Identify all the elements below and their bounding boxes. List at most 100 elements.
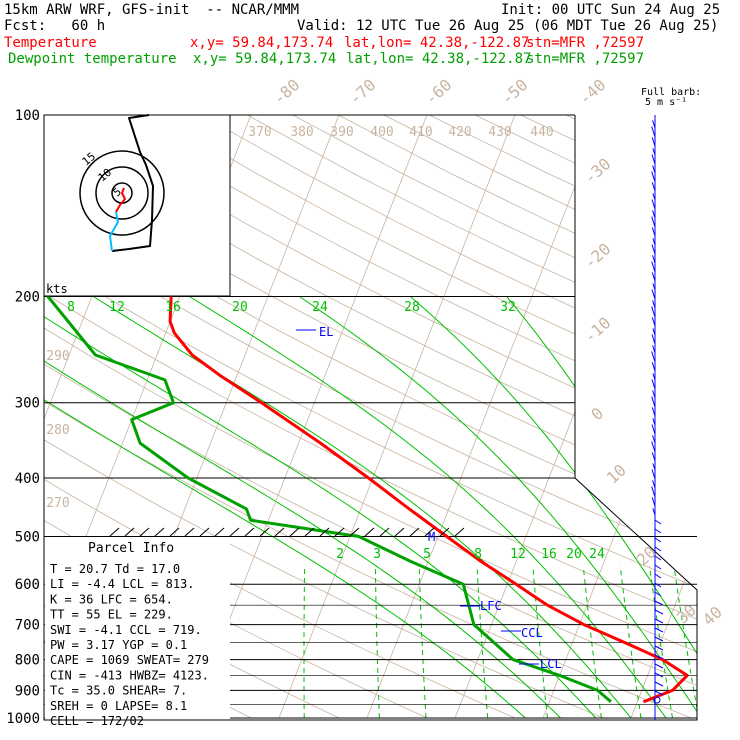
hatch-mark [304, 527, 315, 537]
wind-barb [651, 379, 656, 390]
isotherm-label: -10 [580, 313, 614, 346]
temperature-latlon: lat,lon= 42.38,-122.87 [344, 35, 530, 51]
wind-barb [651, 441, 656, 453]
wind-barb [651, 126, 656, 138]
isotherm-line [719, 115, 740, 718]
hatch-mark [244, 527, 255, 537]
hatch-mark [214, 527, 225, 537]
wind-barb [651, 216, 656, 228]
mixing-ratio-label: 3 [373, 547, 381, 562]
wind-barb [652, 463, 656, 471]
mixing-ratio-line [374, 566, 380, 719]
wind-barb [651, 317, 656, 327]
isotherm-label: -40 [575, 75, 609, 108]
theta-label: 400 [370, 125, 393, 140]
wind-barb [651, 424, 656, 435]
isotherm-label: 30 [673, 600, 700, 627]
parcel-info-row: PW = 3.17 YGP = 0.1 [50, 638, 187, 652]
isotherm-label: -60 [421, 75, 455, 108]
hatch-mark [274, 527, 285, 537]
mixing-ratio-line [303, 566, 306, 718]
wind-barb [654, 636, 664, 642]
isotherm-line [454, 115, 692, 719]
wind-barb [652, 508, 656, 516]
hodograph-ring [79, 150, 165, 236]
wind-barb [651, 154, 656, 165]
parcel-info-row: K = 36 LFC = 654. [50, 592, 173, 606]
wind-barb [651, 289, 656, 300]
mixing-ratio-label: 2 [336, 547, 344, 562]
mixing-ratio-label: 16 [541, 547, 557, 562]
wind-barb [651, 244, 656, 255]
hodograph-trace-upper [111, 114, 154, 252]
wind-barb [651, 272, 656, 282]
hatch-mark [439, 527, 450, 537]
parcel-info-row: Tc = 35.0 SHEAR= 7. [50, 684, 187, 698]
isotherm-label: -30 [580, 154, 614, 187]
hatch-mark [349, 527, 360, 537]
hatch-mark [169, 527, 180, 537]
mixing-ratio-label: 24 [589, 547, 605, 562]
wind-barb [651, 452, 656, 462]
hatch-mark [289, 527, 300, 537]
wind-barb [652, 345, 656, 354]
dry-adiabat-line [110, 115, 697, 719]
hatch-mark [379, 527, 390, 537]
wind-barb [654, 663, 664, 669]
wind-barb [652, 480, 656, 489]
hatch-mark [229, 527, 240, 537]
wind-barb [654, 519, 662, 525]
wind-barb [654, 555, 662, 561]
mixing-ratio-label: 12 [510, 547, 526, 562]
wind-barb [652, 210, 656, 219]
hodograph-trace-mid [115, 187, 126, 213]
wind-barb [652, 390, 656, 399]
hatch-mark [259, 527, 270, 537]
wind-barb [654, 609, 664, 615]
dewpoint-xy: x,y= 59.84,173.74 [193, 51, 337, 67]
dry-adiabat-line [44, 115, 697, 719]
wind-barb [651, 407, 656, 417]
isotherm-line [366, 115, 604, 719]
wind-scale-label: Full barb: [641, 87, 701, 98]
temperature-legend-label: Temperature [4, 35, 97, 51]
pressure-label: 200 [15, 290, 40, 306]
wind-barb [651, 227, 656, 237]
parcel-info-box [45, 537, 230, 719]
level-marker-label: LCL [540, 657, 562, 671]
hatch-mark [424, 527, 435, 537]
mixing-ratio-label: 16 [165, 300, 181, 315]
isotherm-label: -80 [269, 75, 303, 108]
theta-label: 280 [46, 423, 69, 438]
wind-barb [651, 261, 656, 273]
hodograph-trace-low [109, 211, 119, 252]
hatch-mark [454, 527, 465, 537]
mixing-ratio-label: 24 [312, 300, 328, 315]
wind-barb [652, 165, 656, 174]
wind-barb [651, 486, 656, 498]
wind-barb [652, 193, 656, 201]
wind-barb [654, 582, 662, 588]
isotherm-label: -20 [580, 239, 614, 272]
wind-barb [654, 591, 662, 597]
hatch-mark [334, 527, 345, 537]
parcel-info-row: CIN = -413 HWBZ= 4123. [50, 668, 209, 682]
theta-label: 430 [488, 125, 511, 140]
theta-label: 380 [290, 125, 313, 140]
wind-barb [654, 546, 662, 552]
parcel-info-row: CELL = 172/02 [50, 714, 144, 728]
hodograph-units: kts [46, 282, 68, 296]
wind-scale-units: 5 m s⁻¹ [645, 97, 687, 108]
hatch-mark [319, 527, 330, 537]
isotherm-line [278, 115, 516, 719]
mixing-ratio-line [532, 566, 548, 719]
dry-adiabat-line [44, 115, 697, 719]
wind-barb [652, 435, 656, 444]
parcel-info-row: SWI = -4.1 CCL = 719. [50, 623, 202, 637]
wind-barb [654, 600, 664, 606]
hatch-mark [409, 527, 420, 537]
hatch-mark [139, 527, 150, 537]
level-marker-label: CCL [521, 626, 543, 640]
theta-label: 290 [46, 349, 69, 364]
